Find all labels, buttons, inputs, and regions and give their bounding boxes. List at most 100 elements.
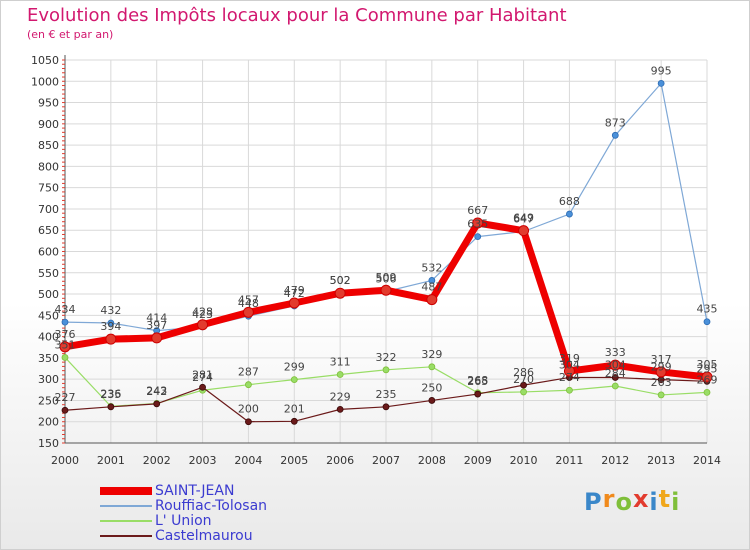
y-tick-label: 250 bbox=[38, 394, 59, 407]
legend-swatch bbox=[100, 535, 152, 537]
data-label: 434 bbox=[55, 303, 76, 316]
data-label: 322 bbox=[376, 351, 397, 364]
x-tick-label: 2004 bbox=[234, 454, 262, 467]
data-label: 502 bbox=[330, 274, 351, 287]
x-tick-label: 2001 bbox=[97, 454, 125, 467]
x-tick-label: 2009 bbox=[464, 454, 492, 467]
legend-item: L' Union bbox=[100, 513, 360, 529]
legend-item: SAINT-JEAN bbox=[100, 483, 360, 499]
data-label: 647 bbox=[513, 212, 534, 225]
x-tick-label: 2014 bbox=[693, 454, 721, 467]
data-label: 414 bbox=[146, 312, 167, 325]
data-point bbox=[563, 365, 575, 377]
data-label: 236 bbox=[100, 387, 121, 400]
y-tick-label: 800 bbox=[38, 160, 59, 173]
y-tick-label: 200 bbox=[38, 416, 59, 429]
data-label: 243 bbox=[146, 384, 167, 397]
y-tick-label: 650 bbox=[38, 224, 59, 237]
data-point bbox=[245, 381, 252, 389]
data-label: 649 bbox=[513, 212, 534, 225]
x-tick-label: 2003 bbox=[189, 454, 217, 467]
data-point bbox=[611, 382, 619, 390]
y-tick-label: 400 bbox=[38, 331, 59, 344]
data-label: 270 bbox=[513, 373, 534, 386]
data-point bbox=[474, 233, 482, 241]
data-label: 250 bbox=[421, 381, 442, 394]
data-label: 472 bbox=[284, 287, 305, 300]
data-label: 457 bbox=[238, 293, 259, 306]
data-point bbox=[428, 397, 436, 404]
data-point bbox=[107, 319, 115, 327]
y-tick-label: 1050 bbox=[31, 54, 59, 67]
data-label: 284 bbox=[605, 367, 626, 380]
y-tick-label: 500 bbox=[38, 288, 59, 301]
data-label: 479 bbox=[284, 284, 305, 297]
brand-letter: o bbox=[615, 488, 633, 516]
data-point bbox=[290, 417, 298, 425]
data-point bbox=[657, 80, 665, 87]
data-label: 269 bbox=[697, 373, 718, 386]
data-label: 873 bbox=[605, 116, 626, 129]
data-label: 394 bbox=[100, 320, 121, 333]
data-label: 229 bbox=[330, 390, 351, 403]
data-label: 428 bbox=[192, 306, 213, 319]
data-label: 274 bbox=[192, 371, 213, 384]
x-tick-label: 2000 bbox=[51, 454, 79, 467]
x-tick-label: 2010 bbox=[510, 454, 538, 467]
data-label: 295 bbox=[697, 362, 718, 375]
data-point bbox=[197, 319, 209, 331]
chart-title: Evolution des Impôts locaux pour la Comm… bbox=[27, 5, 567, 26]
data-label: 487 bbox=[421, 281, 442, 294]
data-point bbox=[151, 332, 163, 344]
data-point bbox=[701, 371, 713, 383]
x-tick-label: 2005 bbox=[280, 454, 308, 467]
data-point bbox=[520, 381, 527, 389]
brand-letter: x bbox=[632, 485, 650, 513]
data-point bbox=[59, 341, 71, 353]
legend: SAINT-JEAN Rouffiac-Tolosan L' Union Cas… bbox=[100, 483, 360, 544]
chart-subtitle: (en € et par an) bbox=[27, 28, 114, 41]
legend-item: Castelmaurou bbox=[100, 528, 360, 544]
data-point bbox=[334, 287, 346, 299]
data-point bbox=[107, 403, 115, 411]
x-tick-label: 2008 bbox=[418, 454, 446, 467]
data-label: 235 bbox=[376, 388, 397, 401]
data-label: 287 bbox=[238, 366, 259, 379]
data-point bbox=[199, 383, 206, 391]
y-tick-label: 150 bbox=[38, 437, 59, 450]
data-point bbox=[520, 388, 527, 396]
data-point bbox=[61, 406, 69, 414]
data-label: 635 bbox=[467, 218, 488, 231]
data-label: 274 bbox=[559, 371, 580, 384]
data-label: 506 bbox=[376, 273, 397, 286]
data-label: 299 bbox=[651, 361, 672, 374]
data-label: 995 bbox=[651, 64, 672, 77]
data-point bbox=[105, 333, 117, 345]
y-tick-label: 700 bbox=[38, 203, 59, 216]
data-point bbox=[426, 294, 438, 306]
data-point bbox=[703, 318, 711, 326]
y-tick-label: 550 bbox=[38, 267, 59, 280]
legend-swatch bbox=[100, 487, 152, 495]
data-label: 242 bbox=[146, 385, 167, 398]
data-point bbox=[380, 284, 392, 296]
y-tick-label: 600 bbox=[38, 246, 59, 259]
x-tick-label: 2007 bbox=[372, 454, 400, 467]
data-point bbox=[242, 306, 254, 318]
brand-logo: Proxiti bbox=[584, 485, 680, 516]
legend-swatch bbox=[100, 520, 152, 522]
data-label: 286 bbox=[513, 366, 534, 379]
data-label: 319 bbox=[559, 352, 580, 365]
brand-letter: r bbox=[602, 485, 616, 513]
legend-label-saint-jean: SAINT-JEAN bbox=[155, 483, 235, 499]
data-label: 509 bbox=[376, 271, 397, 284]
data-point bbox=[611, 374, 619, 381]
data-label: 304 bbox=[559, 358, 580, 371]
series bbox=[59, 80, 713, 426]
x-tick-label: 2011 bbox=[555, 454, 583, 467]
y-tick-label: 900 bbox=[38, 118, 59, 131]
data-label: 263 bbox=[651, 376, 672, 389]
y-tick-label: 850 bbox=[38, 139, 59, 152]
